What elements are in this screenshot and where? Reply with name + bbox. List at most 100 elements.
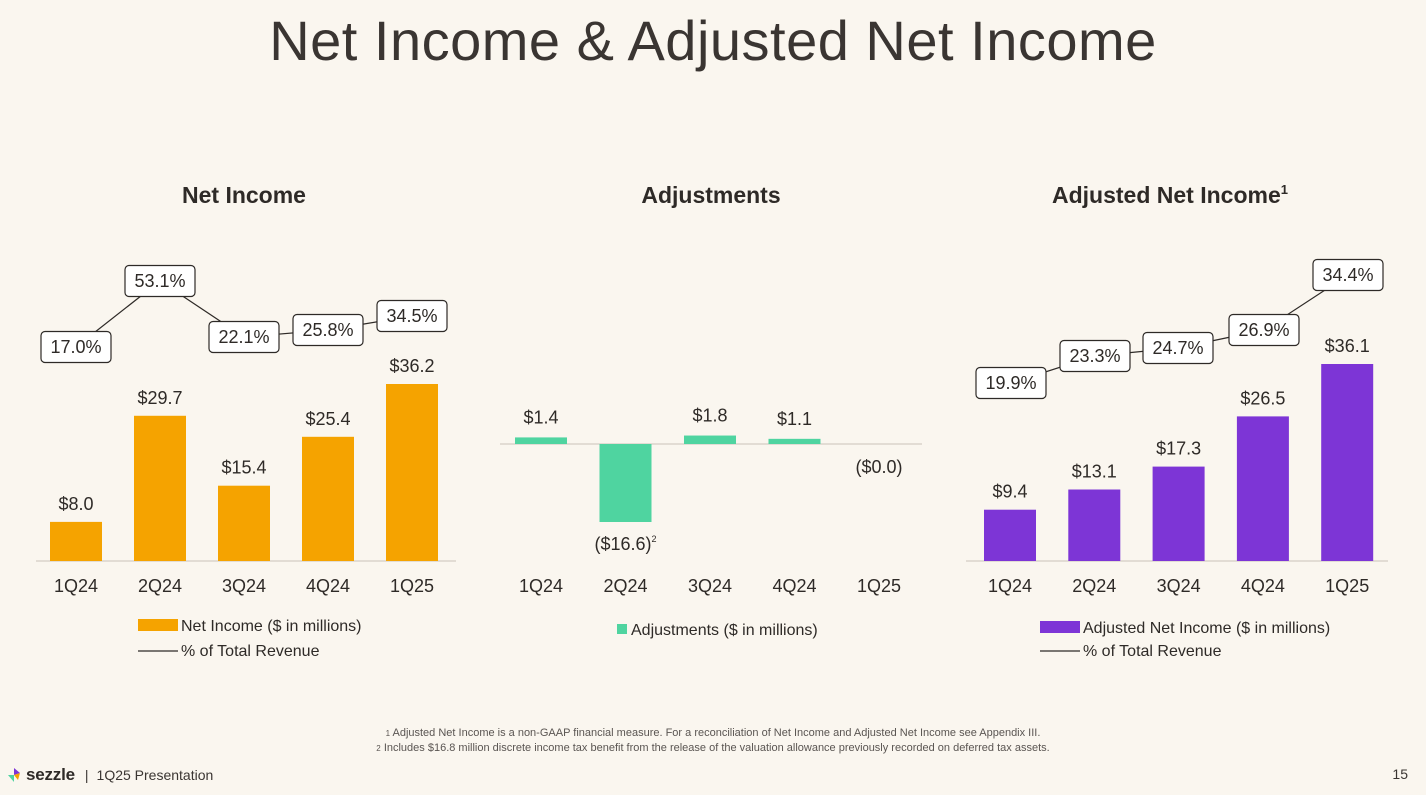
page-number: 15 xyxy=(1392,766,1408,782)
pct-box: 23.3% xyxy=(1059,339,1131,373)
pct-box-frame xyxy=(40,330,112,364)
pct-box: 22.1% xyxy=(208,320,280,354)
net-income-tick-labels: 1Q24 2Q24 3Q24 4Q24 1Q25 xyxy=(54,576,434,596)
net-income-bars xyxy=(50,384,438,561)
pct-box: 25.8% xyxy=(292,313,364,347)
footnote-1-text: Adjusted Net Income is a non-GAAP financ… xyxy=(392,727,1041,739)
adjusted-net-income-chart-title: Adjusted Net Income1 xyxy=(1052,182,1288,208)
legend-bar-label: Net Income ($ in millions) xyxy=(181,618,362,635)
value-label-note-marker: 2 xyxy=(652,534,657,544)
pct-box: 17.0% xyxy=(40,330,112,364)
bar-1q25 xyxy=(386,384,438,561)
adjusted-net-income-tick-labels: 1Q24 2Q24 3Q24 4Q24 1Q25 xyxy=(988,576,1369,596)
adjusted-net-income-title-sup: 1 xyxy=(1281,182,1288,197)
adjusted-net-income-pct-line: 19.9% 23.3% 24.7% 26.9% 34.4% xyxy=(975,258,1384,400)
value-label: $1.4 xyxy=(523,407,558,427)
presentation-label: 1Q25 Presentation xyxy=(96,767,214,783)
pct-label: 22.1% xyxy=(218,327,269,347)
pct-box: 53.1% xyxy=(124,264,196,298)
tick-label: 4Q24 xyxy=(772,576,816,596)
bar-4q24 xyxy=(1236,416,1289,561)
value-label: $1.8 xyxy=(692,406,727,426)
value-label: $1.1 xyxy=(777,409,812,429)
pct-box-frame xyxy=(208,320,280,354)
adjustments-legend: Adjustments ($ in millions) xyxy=(617,622,818,639)
legend-line-label: % of Total Revenue xyxy=(181,643,320,660)
pct-box: 26.9% xyxy=(1228,313,1300,347)
adjustments-value-labels: $1.4 ($16.6)2 $1.8 $1.1 ($0.0) xyxy=(523,406,902,554)
value-label: $25.4 xyxy=(305,409,350,429)
value-label: ($16.6)2 xyxy=(594,534,656,554)
adjustments-tick-labels: 1Q24 2Q24 3Q24 4Q24 1Q25 xyxy=(519,576,901,596)
value-label: $36.2 xyxy=(389,356,434,376)
pct-box-frame xyxy=(1142,331,1214,365)
tick-label: 3Q24 xyxy=(222,576,266,596)
pct-box: 24.7% xyxy=(1142,331,1214,365)
bar-3q24 xyxy=(218,485,270,561)
adjustments-bars xyxy=(515,435,821,522)
pct-box-frame xyxy=(1059,339,1131,373)
adjusted-net-income-bars xyxy=(984,364,1374,561)
tick-label: 1Q25 xyxy=(390,576,434,596)
footnote-1: 1 Adjusted Net Income is a non-GAAP fina… xyxy=(0,726,1426,741)
tick-label: 2Q24 xyxy=(1072,576,1116,596)
bar-4q24 xyxy=(302,436,354,561)
tick-label: 3Q24 xyxy=(1157,576,1201,596)
bar-4q24 xyxy=(768,438,821,444)
net-income-pct-line: 17.0% 53.1% 22.1% 25.8% 34.5% xyxy=(40,264,448,364)
net-income-legend: Net Income ($ in millions) % of Total Re… xyxy=(138,618,362,660)
brand-name: sezzle xyxy=(26,765,75,784)
pct-label: 26.9% xyxy=(1238,320,1289,340)
pct-box-frame xyxy=(124,264,196,298)
pct-label: 25.8% xyxy=(302,320,353,340)
pct-box: 34.5% xyxy=(376,299,448,333)
footer-brand: sezzle | 1Q25 Presentation xyxy=(6,764,213,786)
bar-3q24 xyxy=(684,435,736,444)
pct-label: 24.7% xyxy=(1152,338,1203,358)
bar-2q24 xyxy=(1068,489,1121,561)
page-title: Net Income & Adjusted Net Income xyxy=(269,9,1157,72)
bar-2q24 xyxy=(134,415,186,561)
pct-box-frame xyxy=(975,366,1047,400)
pct-label: 53.1% xyxy=(134,271,185,291)
legend-bar-label: Adjustments ($ in millions) xyxy=(631,622,818,639)
bar-1q24 xyxy=(50,521,102,561)
legend-line-label: % of Total Revenue xyxy=(1083,643,1222,660)
tick-label: 1Q24 xyxy=(988,576,1032,596)
tick-label: 2Q24 xyxy=(603,576,647,596)
pct-box: 19.9% xyxy=(975,366,1047,400)
adjusted-net-income-title-text: Adjusted Net Income xyxy=(1052,182,1281,208)
pct-box-frame xyxy=(1228,313,1300,347)
tick-label: 1Q25 xyxy=(857,576,901,596)
value-label: $36.1 xyxy=(1325,336,1370,356)
net-income-value-labels: $8.0 $29.7 $15.4 $25.4 $36.2 xyxy=(58,356,434,514)
footnote-2-text: Includes $16.8 million discrete income t… xyxy=(383,742,1050,754)
bar-2q24 xyxy=(599,444,652,522)
value-label: $26.5 xyxy=(1240,388,1285,408)
net-income-chart: Net Income $8.0 $29.7 $15.4 $25.4 $36.2 1Q24… xyxy=(36,182,456,660)
pct-box-frame xyxy=(292,313,364,347)
pct-label: 23.3% xyxy=(1069,346,1120,366)
sezzle-logo-icon xyxy=(8,768,20,782)
legend-bar-swatch xyxy=(1040,621,1080,633)
tick-label: 1Q24 xyxy=(54,576,98,596)
footnotes: 1 Adjusted Net Income is a non-GAAP fina… xyxy=(0,726,1426,756)
adjusted-net-income-value-labels: $9.4 $13.1 $17.3 $26.5 $36.1 xyxy=(992,336,1369,502)
legend-bar-swatch xyxy=(617,624,627,634)
value-label: $29.7 xyxy=(137,388,182,408)
footnote-2-marker: 2 xyxy=(376,744,381,753)
tick-label: 4Q24 xyxy=(306,576,350,596)
pct-label: 17.0% xyxy=(50,337,101,357)
bar-1q24 xyxy=(515,437,567,444)
value-label: $13.1 xyxy=(1072,462,1117,482)
pct-box-frame xyxy=(1312,258,1384,292)
legend-bar-swatch xyxy=(138,619,178,631)
bar-1q24 xyxy=(984,509,1036,561)
net-income-chart-title: Net Income xyxy=(182,182,306,208)
value-label: $17.3 xyxy=(1156,439,1201,459)
pct-box-frame xyxy=(376,299,448,333)
tick-label: 2Q24 xyxy=(138,576,182,596)
pct-label: 34.5% xyxy=(386,306,437,326)
pct-label: 34.4% xyxy=(1322,265,1373,285)
